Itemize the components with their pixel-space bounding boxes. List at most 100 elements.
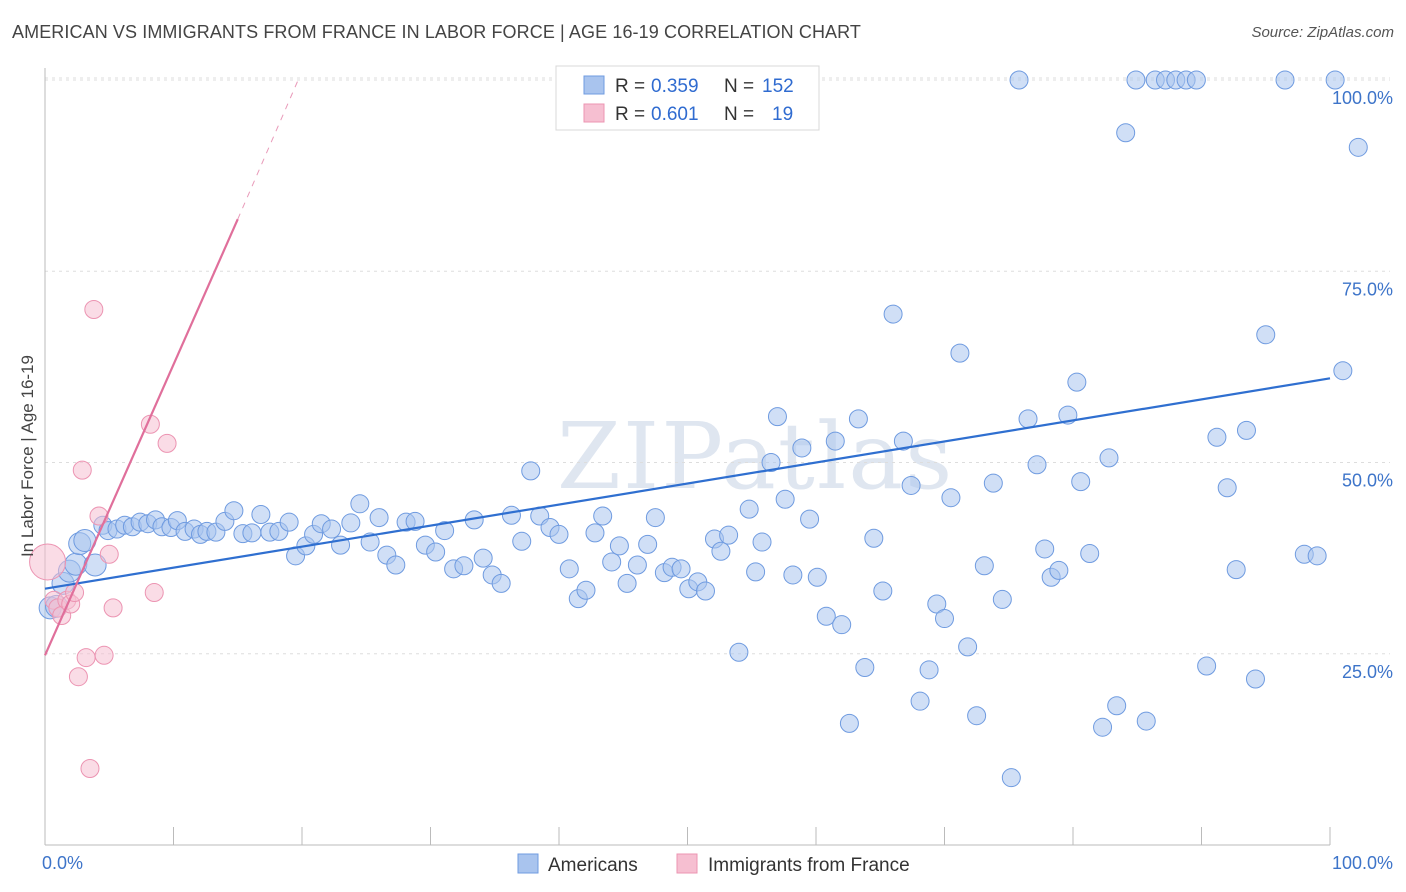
legend-n-label-france: N = [724,104,754,125]
france-point-14 [99,544,119,564]
americans-point-64 [585,523,605,543]
americans-point-27 [242,523,262,543]
americans-point-111 [974,556,994,576]
chart-title: AMERICAN VS IMMIGRANTS FROM FRANCE IN LA… [12,22,862,42]
americans-point-57 [521,461,541,481]
france-point-12 [89,506,109,526]
legend-bottom-label-france: Immigrants from France [708,855,910,876]
y-tick-label-2: 75.0% [1342,279,1393,299]
americans-point-103 [910,691,930,711]
axes [44,68,1331,846]
americans-point-41 [369,508,389,528]
americans-point-106 [935,609,954,629]
americans-point-39 [350,494,370,514]
france-point-9 [76,648,96,668]
trend-lines [43,79,1331,656]
americans-point-84 [752,532,772,552]
americans-point-77 [695,581,715,601]
americans-point-82 [739,499,759,519]
americans-point-92 [816,606,836,626]
americans-point-112 [983,473,1003,493]
americans-point-71 [645,508,665,528]
france-point-18 [157,433,177,453]
americans-point-108 [950,343,970,363]
legend-swatch-france [583,103,605,123]
americans-point-141 [1245,669,1265,689]
americans-point-148 [1348,137,1368,157]
watermark-text: ZIPatlas [557,403,954,510]
americans-point-115 [1009,70,1029,90]
americans-point-145 [1307,546,1327,566]
americans-point-94 [832,615,852,635]
americans-point-135 [1186,70,1206,90]
x-tick-label-1: 100.0% [1332,853,1393,873]
americans-point-74 [671,559,691,579]
americans-point-101 [893,431,913,451]
americans-point-81 [729,642,749,662]
americans-point-68 [617,573,637,593]
americans-point-91 [807,567,827,587]
americans-point-47 [426,542,446,562]
legend-bottom-swatch-americans [517,853,539,874]
bottom-legend: Americans Immigrants from France [517,853,910,876]
france-point-8 [72,460,92,480]
y-tick-label-1: 50.0% [1342,471,1393,491]
americans-point-63 [576,580,596,600]
legend-r-label-france: R = [615,104,645,125]
y-axis-title: In Labor Force | Age 16-19 [18,355,37,557]
americans-point-66 [602,552,622,572]
x-tick-label-0: 0.0% [42,853,83,873]
legend-swatch-americans [583,75,605,95]
americans-point-124 [1080,544,1100,564]
americans-point-54 [491,573,511,593]
legend-bottom-label-americans: Americans [548,855,638,876]
americans-point-97 [855,658,875,678]
americans-point-120 [1049,560,1069,580]
americans-point-99 [873,581,893,601]
france-trend-extension [237,79,299,220]
americans-point-90 [800,509,820,529]
americans-point-107 [941,488,961,508]
americans-point-147 [1333,361,1353,381]
americans-point-102 [901,475,921,495]
americans-point-109 [958,637,978,657]
americans-point-125 [1093,717,1113,737]
americans-point-60 [549,524,569,544]
americans-point-25 [224,501,244,521]
americans-point-70 [638,534,658,554]
y-tick-label-0: 25.0% [1342,662,1393,682]
france-point-10 [80,759,100,778]
americans-point-50 [454,556,474,576]
legend-n-label-americans: N = [724,76,754,97]
americans-point-45 [405,511,425,531]
france-trend-line [43,218,239,656]
americans-point-126 [1099,448,1119,468]
france-point-13 [94,645,114,665]
legend-r-label-americans: R = [615,76,645,97]
americans-point-137 [1207,427,1227,447]
legend-n-value-americans: 152 [762,76,794,97]
americans-point-38 [341,513,361,533]
americans-point-104 [919,660,939,680]
france-point-17 [144,583,164,603]
watermark: ZIPatlas [557,403,954,510]
source-label: Source: ZipAtlas.com [1251,24,1394,41]
americans-point-55 [501,505,521,525]
americans-point-89 [792,438,812,458]
americans-point-86 [767,407,787,427]
americans-point-122 [1067,372,1087,392]
americans-point-95 [839,713,859,733]
americans-point-93 [825,431,845,451]
americans-point-80 [719,525,739,545]
americans-point-85 [761,453,781,472]
americans-point-61 [559,559,579,579]
americans-point-28 [251,505,271,525]
americans-point-98 [864,528,884,548]
americans-point-130 [1136,711,1156,731]
americans-point-138 [1217,478,1237,498]
americans-point-139 [1226,560,1246,580]
americans-point-140 [1236,420,1256,440]
americans-point-128 [1116,123,1136,143]
americans-point-113 [992,589,1012,609]
